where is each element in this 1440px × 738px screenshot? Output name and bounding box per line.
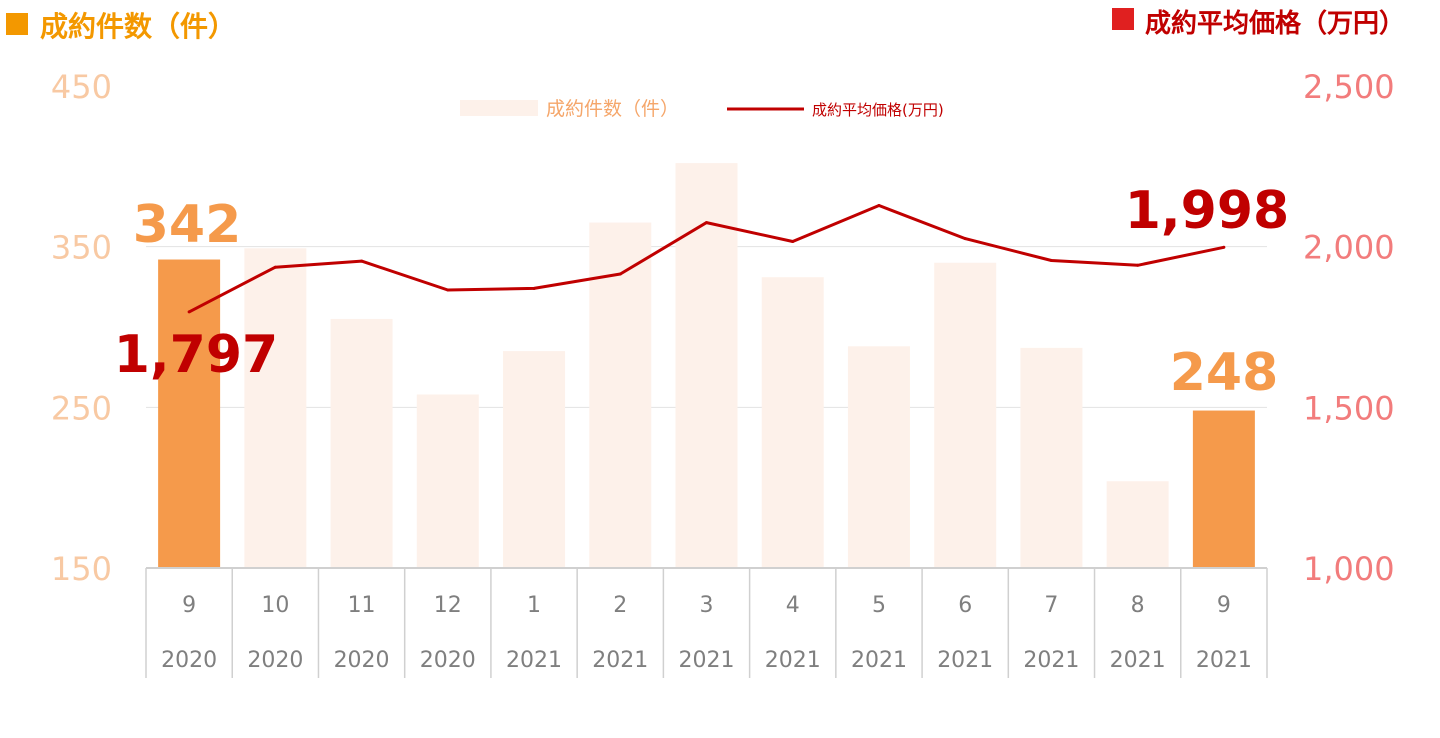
category-month-label: 9 — [1217, 593, 1231, 618]
bar — [244, 248, 307, 569]
line-point — [1222, 245, 1226, 249]
bar-highlight — [1192, 410, 1255, 568]
category-year-label: 2020 — [161, 648, 217, 673]
left-axis-tick-label: 250 — [51, 389, 112, 427]
category-month-label: 9 — [182, 593, 196, 618]
line-label-first: 1,797 — [114, 325, 278, 385]
right-axis-tick-label: 2,000 — [1303, 229, 1395, 267]
bar-label-last: 248 — [1170, 343, 1279, 403]
category-year-label: 2020 — [247, 648, 303, 673]
line-point — [618, 272, 622, 276]
category-month-label: 10 — [261, 593, 289, 618]
line-point — [963, 237, 967, 241]
left-axis-ticks: 150 250 350 450 — [51, 68, 112, 588]
legend: 成約件数（件） 成約平均価格(万円) — [460, 98, 944, 120]
right-title-square — [1112, 8, 1134, 30]
right-axis-tick-label: 1,000 — [1303, 550, 1395, 588]
category-year-label: 2021 — [1196, 648, 1252, 673]
right-axis-ticks: 1,000 1,500 2,000 2,500 — [1303, 68, 1395, 588]
category-year-label: 2021 — [679, 648, 735, 673]
category-year-label: 2021 — [765, 648, 821, 673]
bar — [847, 346, 910, 568]
bar-highlight — [158, 259, 221, 568]
bar — [416, 394, 479, 568]
category-month-label: 3 — [700, 593, 714, 618]
bar — [761, 277, 824, 568]
category-year-label: 2021 — [592, 648, 648, 673]
left-axis-title: 成約件数（件） — [40, 10, 236, 43]
bar — [675, 163, 738, 568]
legend-line-label: 成約平均価格(万円) — [812, 101, 944, 119]
line-series — [187, 204, 1226, 314]
line-point — [446, 288, 450, 292]
category-month-label: 7 — [1044, 593, 1058, 618]
bar — [589, 222, 652, 569]
category-year-label: 2020 — [420, 648, 476, 673]
left-axis-tick-label: 450 — [51, 68, 112, 106]
left-axis-tick-label: 350 — [51, 229, 112, 267]
line-point — [791, 240, 795, 244]
line-point — [877, 204, 881, 208]
category-month-label: 11 — [348, 593, 376, 618]
line-label-last: 1,998 — [1125, 181, 1289, 241]
right-axis-title: 成約平均価格（万円） — [1145, 8, 1405, 39]
category-month-label: 5 — [872, 593, 886, 618]
left-axis-tick-label: 150 — [51, 550, 112, 588]
bar-series — [158, 163, 1255, 569]
category-year-label: 2021 — [937, 648, 993, 673]
category-month-label: 4 — [786, 593, 800, 618]
line-point — [1049, 258, 1053, 262]
bar — [503, 351, 566, 568]
category-month-label: 2 — [613, 593, 627, 618]
category-month-label: 12 — [434, 593, 462, 618]
category-year-label: 2020 — [334, 648, 390, 673]
bar — [934, 262, 997, 568]
legend-bar-swatch — [460, 100, 538, 116]
line-point — [360, 259, 364, 263]
category-year-label: 2021 — [851, 648, 907, 673]
line-point — [532, 286, 536, 290]
category-year-label: 2021 — [1023, 648, 1079, 673]
bar — [330, 318, 393, 568]
category-axis: 9 2020 10 2020 11 2020 12 2020 1 2021 2 2021 3 2021 4 2… — [145, 567, 1268, 678]
line-point — [273, 265, 277, 269]
bar — [1020, 347, 1083, 568]
category-month-label: 1 — [527, 593, 541, 618]
right-axis-tick-label: 2,500 — [1303, 68, 1395, 106]
category-year-label: 2021 — [506, 648, 562, 673]
legend-bar-label: 成約件数（件） — [546, 98, 679, 120]
category-month-label: 6 — [958, 593, 972, 618]
bar — [1106, 481, 1169, 568]
bar-label-first: 342 — [133, 195, 242, 255]
category-month-label: 8 — [1131, 593, 1145, 618]
category-year-label: 2021 — [1110, 648, 1166, 673]
right-axis-tick-label: 1,500 — [1303, 389, 1395, 427]
line-point — [187, 310, 191, 314]
left-title-square — [6, 13, 28, 35]
line-point — [705, 221, 708, 225]
line-point — [1136, 263, 1140, 267]
